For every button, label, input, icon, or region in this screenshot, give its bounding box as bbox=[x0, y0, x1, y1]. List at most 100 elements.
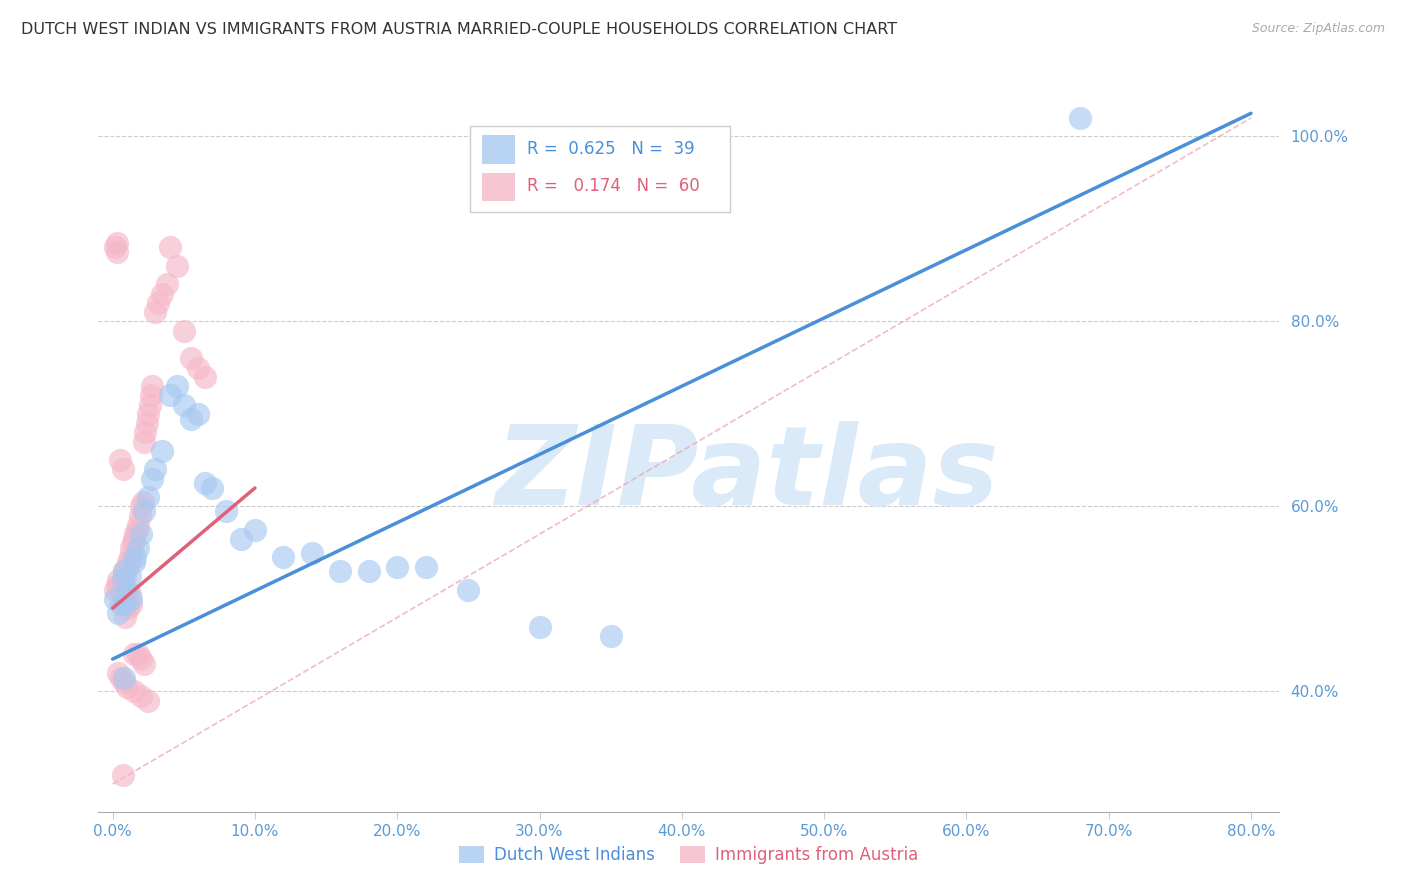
Point bbox=[114, 569, 136, 583]
Point bbox=[139, 388, 162, 402]
Point bbox=[114, 610, 136, 624]
Point bbox=[111, 462, 134, 476]
Point bbox=[135, 416, 157, 430]
Point bbox=[118, 569, 141, 583]
Point bbox=[159, 388, 181, 402]
Point bbox=[143, 305, 166, 319]
Point bbox=[111, 574, 134, 588]
Point bbox=[134, 425, 156, 440]
Point bbox=[122, 555, 145, 569]
Point bbox=[105, 245, 128, 260]
Point bbox=[117, 555, 139, 569]
Point bbox=[129, 689, 152, 703]
Point bbox=[121, 536, 143, 550]
Point bbox=[110, 671, 132, 685]
Point bbox=[104, 582, 127, 597]
FancyBboxPatch shape bbox=[482, 172, 516, 201]
Point bbox=[132, 657, 155, 671]
Point bbox=[138, 398, 160, 412]
Point bbox=[127, 518, 149, 533]
Point bbox=[105, 578, 128, 592]
Text: DUTCH WEST INDIAN VS IMMIGRANTS FROM AUSTRIA MARRIED-COUPLE HOUSEHOLDS CORRELATI: DUTCH WEST INDIAN VS IMMIGRANTS FROM AUS… bbox=[21, 22, 897, 37]
Point bbox=[110, 582, 132, 597]
Point bbox=[173, 398, 195, 412]
Point bbox=[273, 550, 295, 565]
FancyBboxPatch shape bbox=[471, 126, 730, 212]
Point bbox=[143, 462, 166, 476]
Text: R =   0.174   N =  60: R = 0.174 N = 60 bbox=[527, 178, 700, 195]
Point bbox=[194, 370, 217, 384]
Point bbox=[129, 527, 152, 541]
Point bbox=[173, 324, 195, 338]
Point bbox=[599, 629, 621, 643]
Point bbox=[129, 500, 152, 514]
Point bbox=[148, 296, 170, 310]
Legend: Dutch West Indians, Immigrants from Austria: Dutch West Indians, Immigrants from Aust… bbox=[453, 839, 925, 871]
Point bbox=[215, 504, 238, 518]
Point bbox=[111, 574, 134, 588]
Point bbox=[104, 240, 127, 254]
Point bbox=[115, 559, 138, 574]
Point bbox=[112, 564, 135, 578]
Point bbox=[187, 360, 209, 375]
Point bbox=[107, 606, 129, 620]
Point bbox=[112, 591, 135, 606]
Point bbox=[415, 559, 437, 574]
Point bbox=[132, 434, 155, 449]
Point bbox=[529, 620, 551, 634]
Point bbox=[108, 453, 131, 467]
Point bbox=[180, 351, 202, 366]
Point bbox=[120, 597, 142, 611]
Point bbox=[118, 587, 141, 601]
Point bbox=[1069, 111, 1091, 125]
Point bbox=[107, 665, 129, 680]
Point bbox=[357, 564, 380, 578]
Point bbox=[457, 582, 479, 597]
FancyBboxPatch shape bbox=[482, 135, 516, 163]
Point bbox=[112, 564, 135, 578]
Point bbox=[124, 550, 146, 565]
Point bbox=[114, 597, 136, 611]
Point bbox=[156, 277, 179, 292]
Point bbox=[141, 472, 163, 486]
Point bbox=[387, 559, 409, 574]
Point bbox=[136, 407, 159, 421]
Point bbox=[115, 591, 138, 606]
Point bbox=[122, 684, 145, 698]
Point bbox=[329, 564, 352, 578]
Point bbox=[118, 550, 141, 565]
Point bbox=[117, 601, 139, 615]
Text: ZIPatlas: ZIPatlas bbox=[496, 421, 1000, 528]
Point bbox=[141, 379, 163, 393]
Point bbox=[105, 235, 128, 250]
Point bbox=[115, 582, 138, 597]
Point bbox=[129, 652, 152, 666]
Point bbox=[152, 286, 174, 301]
Point bbox=[180, 411, 202, 425]
Point bbox=[159, 240, 181, 254]
Point bbox=[132, 504, 155, 518]
Point bbox=[152, 444, 174, 458]
Point bbox=[127, 648, 149, 662]
Point bbox=[166, 379, 188, 393]
Point bbox=[111, 768, 134, 782]
Point bbox=[107, 574, 129, 588]
Point bbox=[120, 591, 142, 606]
Point bbox=[201, 481, 224, 495]
Point bbox=[229, 532, 252, 546]
Point bbox=[194, 476, 217, 491]
Point bbox=[128, 508, 150, 523]
Point bbox=[136, 694, 159, 708]
Point bbox=[108, 582, 131, 597]
Point bbox=[127, 541, 149, 555]
Point bbox=[104, 591, 127, 606]
Point bbox=[136, 490, 159, 504]
Text: Source: ZipAtlas.com: Source: ZipAtlas.com bbox=[1251, 22, 1385, 36]
Point bbox=[125, 523, 148, 537]
Point bbox=[112, 671, 135, 685]
Point bbox=[122, 532, 145, 546]
Point bbox=[187, 407, 209, 421]
Point bbox=[115, 680, 138, 694]
Point bbox=[131, 495, 153, 509]
Point bbox=[166, 259, 188, 273]
